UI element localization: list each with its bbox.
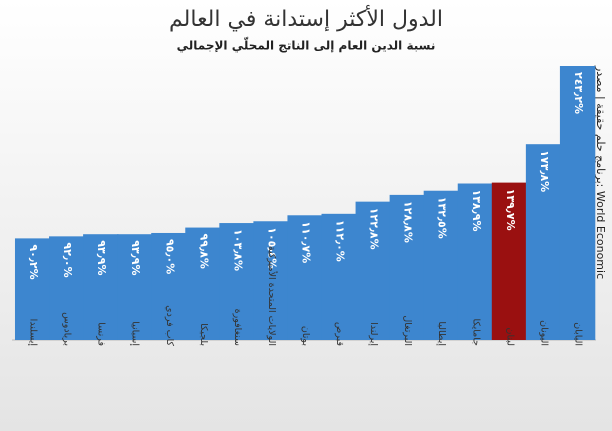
bar bbox=[321, 213, 357, 340]
value-label: ٩٩٫٨% bbox=[197, 234, 210, 269]
value-label: ١٣٢٫٥% bbox=[436, 197, 449, 239]
x-tick-label: إسبانيا bbox=[130, 321, 141, 346]
value-label: ١١٢٫٠% bbox=[334, 220, 347, 262]
x-tick-label: فرنسا bbox=[96, 322, 107, 346]
value-label: ١٧٣٫٨% bbox=[538, 150, 551, 192]
bar bbox=[14, 238, 51, 340]
x-tick-label: إيطاليا bbox=[436, 321, 447, 346]
value-label: ٩٢٫٠% bbox=[61, 242, 74, 277]
bar bbox=[185, 227, 221, 340]
value-label: ١٠٥٫٤% bbox=[265, 227, 278, 269]
x-tick-label: بربادوس bbox=[62, 312, 73, 346]
value-label: ١٢٨٫٨% bbox=[402, 201, 415, 243]
bar bbox=[253, 221, 289, 340]
x-tick-label: لبنان bbox=[504, 328, 515, 347]
value-label: ٩٠٫٢% bbox=[27, 244, 40, 279]
x-tick-label: اليونان bbox=[538, 320, 549, 346]
value-label: ١٢٢٫٨% bbox=[368, 208, 381, 250]
value-label: ١٣٨٫٩% bbox=[470, 190, 483, 232]
bar bbox=[287, 215, 323, 340]
x-tick-label: البرتغال bbox=[402, 315, 413, 346]
value-label: ٢٤٣٫٢% bbox=[572, 72, 585, 114]
bar bbox=[219, 223, 255, 340]
bar bbox=[559, 66, 596, 340]
x-tick-label: بلجيكا bbox=[198, 323, 209, 346]
x-tick-label: الولايات المتحدة الأميركية bbox=[266, 246, 278, 346]
bar bbox=[151, 232, 187, 340]
chart-subtitle: نسبة الدين العام إلى الناتج المحلّي الإج… bbox=[177, 36, 436, 54]
x-tick-label: بوتان bbox=[300, 326, 311, 346]
bar bbox=[389, 194, 426, 340]
x-tick-label: جامايكا bbox=[470, 318, 481, 346]
chart-title: الدول الأكثر إستدانة في العالم bbox=[169, 5, 443, 32]
source-note: برنامج حلم حقيقة | مصدر: World Economic bbox=[594, 65, 607, 279]
bar bbox=[457, 183, 494, 340]
value-label: ١٣٩٫٧% bbox=[504, 189, 517, 231]
bar bbox=[49, 236, 85, 340]
value-label: ٩٥٫٠% bbox=[163, 239, 176, 274]
bar bbox=[117, 234, 153, 340]
value-label: ١١٠٫٧% bbox=[300, 221, 313, 263]
value-label: ١٠٣٫٨% bbox=[231, 229, 244, 271]
x-tick-label: سنغافورة bbox=[232, 309, 243, 346]
bar bbox=[491, 182, 528, 340]
bar bbox=[83, 234, 119, 340]
x-tick-label: قبرص bbox=[334, 322, 345, 346]
bar bbox=[423, 190, 460, 340]
x-tick-label: كاب فردي bbox=[164, 305, 175, 346]
x-tick-label: إيسلندا bbox=[28, 319, 39, 347]
value-label: ٩٣٫٩% bbox=[95, 240, 108, 275]
x-tick-label: إيرلندا bbox=[368, 322, 379, 346]
x-tick-label: اليابان bbox=[572, 322, 583, 346]
bar bbox=[355, 201, 391, 340]
value-label: ٩٣٫٩% bbox=[129, 240, 142, 275]
bar bbox=[525, 144, 562, 340]
